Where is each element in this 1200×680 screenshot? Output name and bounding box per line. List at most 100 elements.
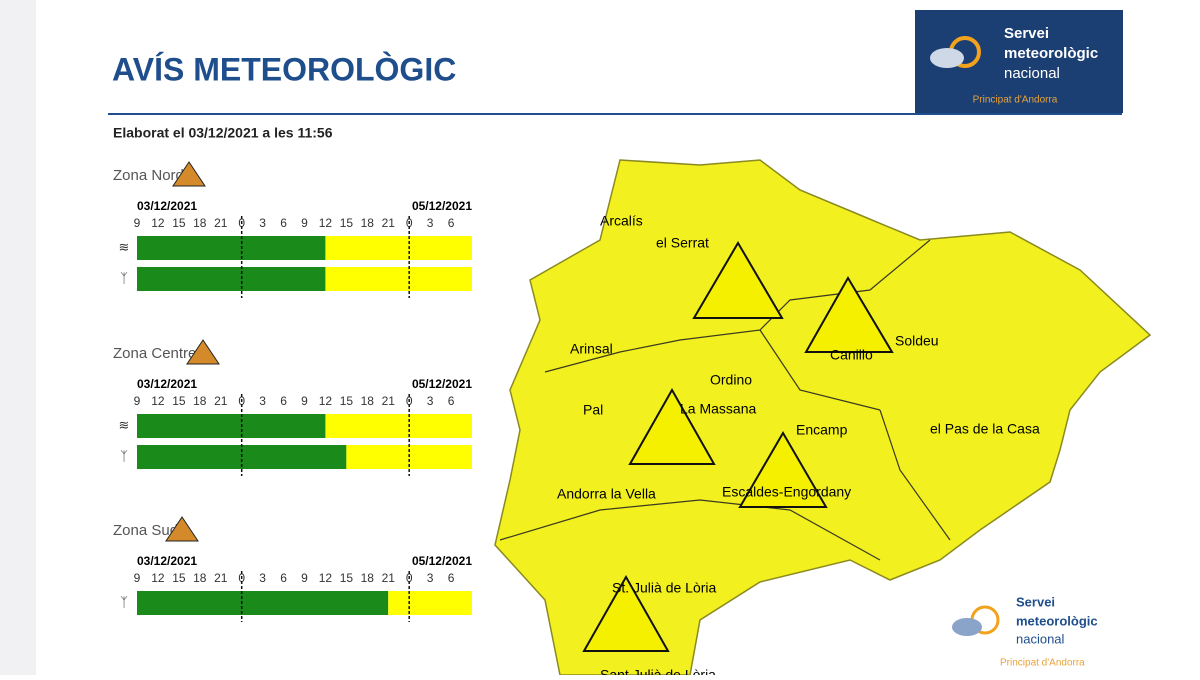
start-date: 03/12/2021: [137, 377, 197, 391]
start-date: 03/12/2021: [137, 554, 197, 568]
logo-text: nacional: [1004, 65, 1060, 82]
x-tick-label: 21: [214, 571, 228, 585]
x-tick-label: 9: [134, 394, 141, 408]
x-tick-label: 3: [427, 571, 434, 585]
logo-sub: Principat d'Andorra: [1000, 658, 1085, 669]
end-date: 05/12/2021: [412, 199, 472, 213]
zone-name: Zona Nord: [113, 167, 184, 184]
level-green: [137, 267, 326, 291]
end-date: 05/12/2021: [412, 554, 472, 568]
level-yellow: [325, 267, 472, 291]
x-tick-label: 21: [214, 216, 228, 230]
x-tick-label: 6: [280, 571, 287, 585]
side-strip: [0, 0, 36, 675]
x-tick-label: 12: [151, 571, 165, 585]
x-tick-label: 18: [361, 394, 375, 408]
place: Ordino: [710, 372, 752, 388]
issued: Elaborat el 03/12/2021 a les 11:56: [113, 125, 333, 141]
row-icon: ᛉ: [120, 270, 128, 285]
logo-text: meteorològic: [1004, 45, 1098, 62]
level-yellow: [388, 591, 472, 615]
place: Escaldes-Engordany: [722, 484, 851, 500]
x-tick-label: 21: [214, 394, 228, 408]
x-tick-label: 15: [340, 394, 354, 408]
place: St. Julià de Lòria: [612, 580, 716, 596]
zone-border: [879, 409, 951, 541]
cloud: [930, 48, 964, 68]
end-date: 05/12/2021: [412, 377, 472, 391]
x-tick-label: 6: [448, 571, 455, 585]
place: el Serrat: [656, 235, 709, 251]
logo-text: meteorològic: [1016, 613, 1098, 628]
place: La Massana: [680, 401, 756, 417]
x-tick-label: 9: [134, 216, 141, 230]
x-tick-label: 15: [340, 571, 354, 585]
x-tick-label: 12: [319, 571, 333, 585]
zone-icon: [165, 516, 199, 542]
x-tick-label: 15: [172, 394, 186, 408]
place: Arcalís: [600, 213, 643, 229]
level-yellow: [325, 236, 472, 260]
level-green: [137, 591, 389, 615]
x-tick-label: 3: [427, 216, 434, 230]
place: Pal: [583, 402, 603, 418]
x-tick-label: 15: [172, 216, 186, 230]
place: el Pas de la Casa: [930, 421, 1040, 437]
logo-sub: Principat d'Andorra: [973, 95, 1058, 106]
wind-warning: [804, 276, 894, 353]
row-icon: ≋: [119, 417, 130, 432]
map: Arcalís el Serrat Arinsal Soldeu Canillo…: [494, 159, 1152, 680]
x-tick-label: 18: [361, 216, 375, 230]
place: Andorra la Vella: [557, 486, 656, 502]
row-icon: ᛉ: [120, 448, 128, 463]
x-tick-label: 15: [172, 571, 186, 585]
zone-name: Zona Sud: [113, 522, 178, 539]
x-tick-label: 21: [382, 571, 396, 585]
logo-text: Servei: [1004, 25, 1049, 42]
logo: Servei meteorològic nacional Principat d…: [915, 10, 1123, 113]
place: Arinsal: [570, 341, 613, 357]
x-tick-label: 18: [193, 571, 207, 585]
x-tick-label: 9: [301, 216, 308, 230]
level-yellow: [325, 414, 472, 438]
zone-border: [499, 499, 881, 561]
x-tick-label: 9: [301, 394, 308, 408]
x-tick-label: 21: [382, 394, 396, 408]
snow-warning: [582, 574, 670, 652]
zone-border: [544, 329, 881, 411]
x-tick-label: 18: [361, 571, 375, 585]
level-green: [137, 236, 326, 260]
row-icon: ᛉ: [120, 594, 128, 609]
x-tick-label: 12: [319, 216, 333, 230]
start-date: 03/12/2021: [137, 199, 197, 213]
x-tick-label: 12: [319, 394, 333, 408]
x-tick-label: 18: [193, 394, 207, 408]
zone-icon: [186, 339, 220, 365]
place: Canillo: [830, 347, 873, 363]
x-tick-label: 6: [280, 216, 287, 230]
place: Soldeu: [895, 333, 939, 349]
x-tick-label: 3: [259, 571, 266, 585]
place: Sant Julià de Lòria: [600, 667, 716, 675]
level-green: [137, 414, 326, 438]
x-tick-label: 3: [259, 216, 266, 230]
logo-text: Servei: [1016, 594, 1055, 609]
country: [494, 159, 1152, 676]
x-tick-label: 9: [301, 571, 308, 585]
zone-name: Zona Centre: [113, 345, 196, 362]
zone-icon: [172, 161, 206, 187]
x-tick-label: 6: [448, 394, 455, 408]
x-tick-label: 9: [134, 571, 141, 585]
x-tick-label: 3: [427, 394, 434, 408]
x-tick-label: 15: [340, 216, 354, 230]
wind-warning: [738, 431, 828, 508]
title: AVÍS METEOROLÒGIC: [112, 51, 456, 87]
x-tick-label: 18: [193, 216, 207, 230]
snow-warning: [692, 241, 784, 319]
cloud: [952, 618, 982, 636]
x-tick-label: 6: [448, 216, 455, 230]
x-tick-label: 12: [151, 216, 165, 230]
row-icon: ≋: [119, 239, 130, 254]
x-tick-label: 6: [280, 394, 287, 408]
